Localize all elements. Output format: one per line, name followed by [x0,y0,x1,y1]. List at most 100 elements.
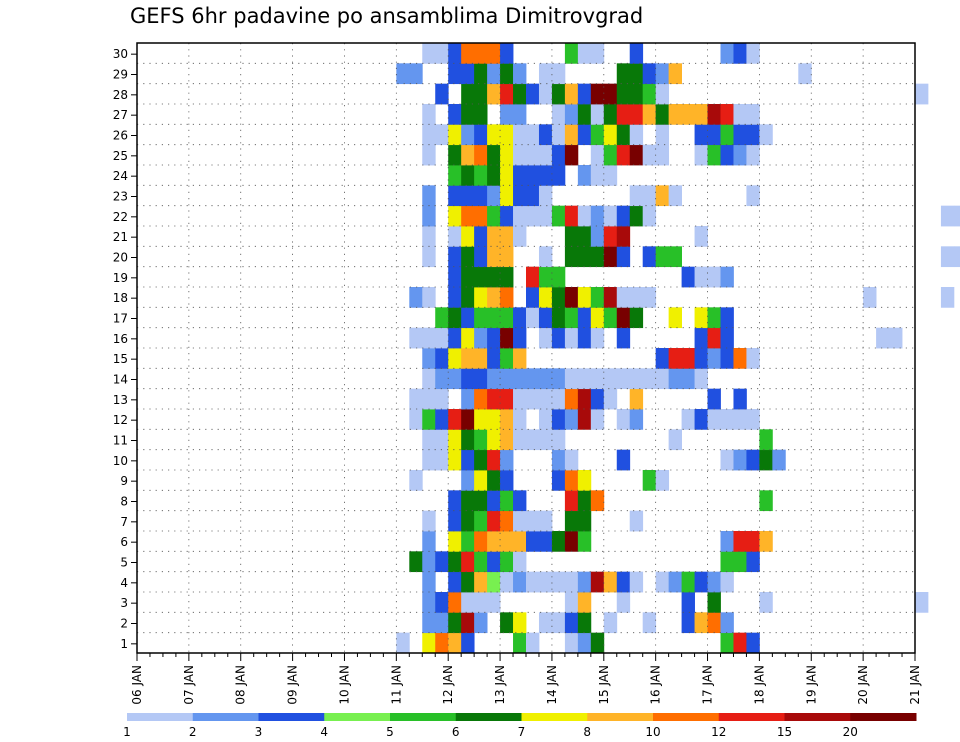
heatmap-cell [694,348,708,369]
heatmap-cell [461,510,475,532]
heatmap-cell [655,83,670,105]
heatmap-cell [538,388,553,410]
grid-lines [137,43,915,653]
heatmap-cell [513,144,527,166]
heatmap-cell [694,266,708,288]
heatmap-cell [694,104,708,125]
heatmap-cell [500,510,514,532]
heatmap-cell [538,429,553,451]
heatmap-cell [500,571,514,593]
heatmap-cell [746,185,760,207]
heatmap-cell [629,83,644,105]
heatmap-cell [461,104,475,125]
heatmap-cell [526,205,540,227]
heatmap-cell [603,83,618,105]
heatmap-cell [577,632,592,654]
heatmap-cell [720,551,734,573]
heatmap-cell [577,165,592,186]
heatmap-cell [474,510,488,532]
heatmap-cell [526,571,540,593]
heatmap-cell [668,368,682,390]
heatmap-cell [681,571,695,593]
y-tick-label: 8 [120,495,128,509]
heatmap-cell [461,571,475,593]
legend-swatch [455,713,522,721]
heatmap-cell [448,165,462,186]
heatmap-cell [629,43,644,64]
heatmap-cell [474,470,488,491]
heatmap-cell [629,287,644,308]
legend-label: 7 [518,725,526,739]
heatmap-cell [590,43,605,64]
heatmap-cell [590,104,605,125]
legend-label: 10 [645,725,660,739]
heatmap-cell [500,124,514,146]
heatmap-cell [590,368,605,390]
heatmap-cell [642,287,657,308]
heatmap-cell [487,571,501,593]
heatmap-cell [590,490,605,512]
heatmap-cell [759,449,773,471]
heatmap-cell [642,83,657,105]
heatmap-cell [720,124,734,146]
y-tick-label: 29 [113,68,128,82]
heatmap-cell [564,449,579,471]
heatmap-cell [538,246,553,268]
heatmap-cell [733,144,747,166]
heatmap-cell [461,490,475,512]
heatmap-cell [681,409,695,430]
heatmap-cell [707,104,721,125]
heatmap-cell [577,104,592,125]
heatmap-cell [422,205,436,227]
heatmap-cell [564,43,579,64]
heatmap-cell [422,388,436,410]
heatmap-cell [616,83,631,105]
heatmap-cell [629,307,644,329]
heatmap-cell [538,531,553,552]
heatmap-cell [629,185,644,207]
heatmap-cell [538,165,553,186]
x-tick-label: 07 JAN [182,665,196,705]
heatmap-cell [759,429,773,451]
heatmap-cell [448,490,462,512]
heatmap-cell [500,287,514,308]
heatmap-cell [603,104,618,125]
heatmap-cell [487,266,501,288]
heatmap-cell [590,307,605,329]
heatmap-cell [681,612,695,634]
heatmap-cell [603,571,618,593]
y-tick-label: 4 [120,576,128,590]
heatmap-cell [577,510,592,532]
heatmap-cell [551,165,566,186]
legend-label: 1 [123,725,131,739]
heatmap-cell [564,409,579,430]
heatmap-cell [642,368,657,390]
heatmap-cell [733,388,747,410]
heatmap-cell [616,307,631,329]
heatmap-cell [551,83,566,105]
heatmap-cell [513,388,527,410]
heatmap-cell [474,104,488,125]
heatmap-cell [940,205,955,227]
legend-label: 4 [320,725,328,739]
heatmap-cell [500,205,514,227]
heatmap-cell [461,409,475,430]
heatmap-cell [694,612,708,634]
x-tick-label: 09 JAN [286,665,300,705]
heatmap-cell [448,510,462,532]
heatmap-cell [655,124,670,146]
heatmap-cell [448,226,462,247]
heatmap-cell [564,287,579,308]
heatmap-cell [733,409,747,430]
heatmap-cell [422,449,436,471]
heatmap-cell [448,551,462,573]
legend-swatch [192,713,259,721]
heatmap-cell [733,43,747,64]
legend-swatch [718,713,785,721]
heatmap-cell [577,307,592,329]
heatmap-cell [526,124,540,146]
heatmap-cell [448,348,462,369]
heatmap-cell [629,510,644,532]
heatmap-cell [655,348,670,369]
y-tick-label: 1 [120,637,128,651]
